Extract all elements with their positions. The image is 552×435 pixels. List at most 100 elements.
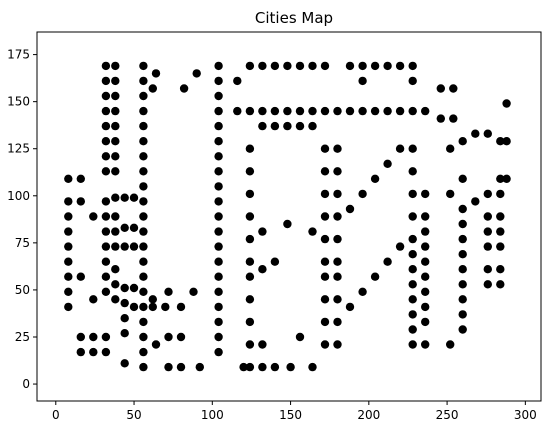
chart-title: Cities Map <box>255 9 333 27</box>
city-point <box>245 295 255 304</box>
city-point <box>333 106 342 116</box>
city-point <box>421 189 430 199</box>
city-point <box>421 242 430 251</box>
city-point <box>139 91 148 101</box>
city-point <box>139 167 148 176</box>
city-point <box>333 340 342 349</box>
city-point <box>333 144 342 153</box>
city-point <box>408 340 417 349</box>
city-point <box>320 272 330 281</box>
city-point <box>345 204 355 214</box>
city-point <box>76 272 86 281</box>
plot-frame <box>36 31 542 402</box>
city-point <box>408 76 417 86</box>
city-point <box>496 242 505 251</box>
city-point <box>101 197 111 206</box>
city-point <box>320 317 330 327</box>
city-point <box>111 280 120 289</box>
city-point <box>370 61 380 71</box>
city-point <box>101 242 111 251</box>
city-point <box>64 212 73 221</box>
city-point <box>139 61 148 71</box>
city-point <box>111 91 120 101</box>
x-tick-label: 100 <box>201 408 224 422</box>
city-point <box>111 152 120 161</box>
city-point <box>214 227 223 236</box>
city-point <box>408 61 417 71</box>
city-point <box>408 144 417 153</box>
city-point <box>408 250 417 259</box>
city-point <box>179 84 189 93</box>
city-point <box>358 76 367 86</box>
city-point <box>176 332 186 342</box>
city-point <box>139 287 148 296</box>
city-point <box>89 332 98 342</box>
city-point <box>370 106 380 116</box>
city-point <box>395 242 405 251</box>
city-point <box>421 212 430 221</box>
city-point <box>129 302 139 312</box>
city-point <box>358 287 367 296</box>
city-point <box>245 234 255 244</box>
city-point <box>111 137 120 146</box>
city-point <box>408 106 417 116</box>
x-tick-label: 200 <box>357 408 380 422</box>
city-point <box>101 91 111 101</box>
city-point <box>283 121 292 131</box>
city-point <box>76 332 86 342</box>
city-point <box>120 329 129 338</box>
city-point <box>139 347 148 357</box>
city-point <box>164 287 173 296</box>
city-point <box>214 182 223 191</box>
city-point <box>358 189 367 199</box>
city-point <box>449 114 458 123</box>
city-point <box>245 189 255 199</box>
city-point <box>214 332 223 342</box>
city-point <box>308 362 317 372</box>
city-point <box>214 347 223 357</box>
city-point <box>129 193 139 202</box>
city-point <box>139 137 148 146</box>
city-point <box>120 298 129 308</box>
city-point <box>283 106 292 116</box>
city-point <box>496 189 505 199</box>
city-point <box>139 242 148 251</box>
city-point <box>270 257 280 266</box>
city-point <box>458 174 467 183</box>
city-point <box>214 287 223 296</box>
city-point <box>320 212 330 221</box>
city-point <box>111 295 120 304</box>
city-point <box>120 359 129 368</box>
city-point <box>89 212 98 221</box>
city-point <box>101 272 111 281</box>
city-point <box>408 295 417 304</box>
city-point <box>258 265 267 274</box>
city-point <box>64 197 73 206</box>
city-point <box>502 174 511 183</box>
city-point <box>101 332 111 342</box>
city-point <box>139 302 148 312</box>
city-point <box>408 265 417 274</box>
city-point <box>214 197 223 206</box>
city-point <box>111 167 120 176</box>
y-tick-label: 150 <box>7 95 30 109</box>
city-point <box>258 61 267 71</box>
city-point <box>148 295 157 304</box>
city-point <box>101 227 111 236</box>
city-point <box>283 61 292 71</box>
city-point <box>139 272 148 281</box>
city-point <box>245 144 255 153</box>
city-point <box>101 137 111 146</box>
city-point <box>483 212 492 221</box>
city-point <box>139 227 148 236</box>
city-point <box>176 302 186 312</box>
city-point <box>496 265 505 274</box>
city-point <box>120 193 129 202</box>
city-point <box>408 212 417 221</box>
city-point <box>421 340 430 349</box>
city-point <box>421 287 430 296</box>
city-point <box>421 317 430 327</box>
city-point <box>496 137 505 146</box>
city-point <box>245 317 255 327</box>
city-point <box>120 283 129 293</box>
